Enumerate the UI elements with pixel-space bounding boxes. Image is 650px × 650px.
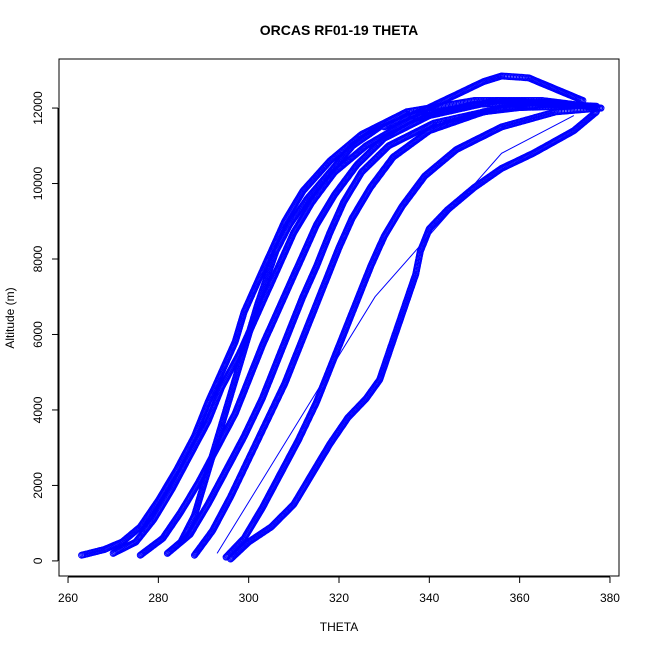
y-tick-label: 0 <box>31 557 45 564</box>
chart-title: ORCAS RF01-19 THETA <box>260 22 418 38</box>
x-tick-label: 340 <box>419 591 439 605</box>
y-tick-label: 12000 <box>31 91 45 125</box>
x-tick-label: 380 <box>600 591 620 605</box>
data-point <box>579 97 587 104</box>
plot-frame <box>58 58 620 577</box>
y-tick-label: 10000 <box>31 167 45 201</box>
x-tick-label: 280 <box>148 591 168 605</box>
y-tick-label: 8000 <box>31 245 45 272</box>
x-tick-label: 260 <box>58 591 78 605</box>
data-point <box>597 104 605 112</box>
data-point <box>591 109 599 117</box>
connector-line <box>216 115 575 554</box>
data-points <box>78 72 605 563</box>
y-tick-label: 6000 <box>31 321 45 348</box>
y-axis: 0 2000 4000 6000 8000 10000 12000 <box>31 91 59 564</box>
y-tick-label: 2000 <box>31 472 45 499</box>
y-tick-label: 4000 <box>31 396 45 423</box>
series-line <box>216 115 575 554</box>
y-axis-label: Altitude (m) <box>3 287 17 348</box>
x-tick-label: 300 <box>239 591 259 605</box>
x-tick-label: 360 <box>510 591 530 605</box>
x-tick-label: 320 <box>329 591 349 605</box>
x-axis: 260 280 300 320 340 360 380 <box>58 576 620 605</box>
x-axis-label: THETA <box>320 620 358 634</box>
data-point <box>592 108 600 116</box>
data-point <box>592 109 600 117</box>
